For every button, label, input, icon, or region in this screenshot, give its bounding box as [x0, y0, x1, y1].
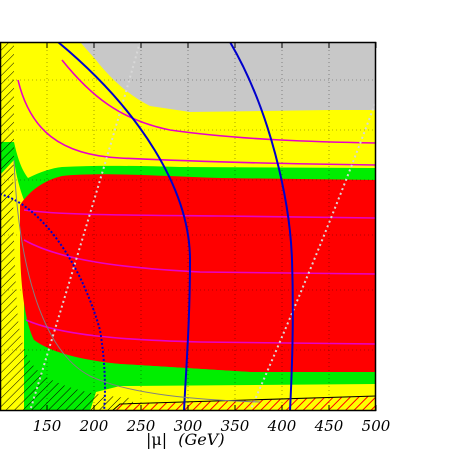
thin-contour	[13, 159, 261, 403]
hatched-region	[0, 42, 140, 411]
magenta-contours	[17, 59, 376, 345]
x-axis-unit: (GeV)	[178, 430, 224, 449]
x-tick-label: 450	[314, 417, 344, 435]
green-rim	[28, 340, 376, 378]
x-tick-label: 350	[221, 417, 250, 435]
x-axis-label: |μ|	[146, 430, 167, 449]
grey-region	[60, 42, 376, 112]
x-tick-label: 500	[362, 417, 391, 435]
x-tick-label: 200	[79, 417, 109, 435]
x-tick-label: 150	[33, 417, 62, 435]
x-tick-label: 250	[126, 417, 156, 435]
x-tick-label: 400	[267, 417, 297, 435]
x-ticks: 150 200 250 300 350 400 450 500	[33, 42, 391, 435]
x-tick-label: 300	[174, 417, 203, 435]
grey-dotted-contours	[29, 42, 376, 411]
x-axis-title: |μ| (GeV)	[146, 430, 225, 449]
blue-contours	[0, 42, 294, 411]
red-hatched-strip	[112, 396, 376, 411]
